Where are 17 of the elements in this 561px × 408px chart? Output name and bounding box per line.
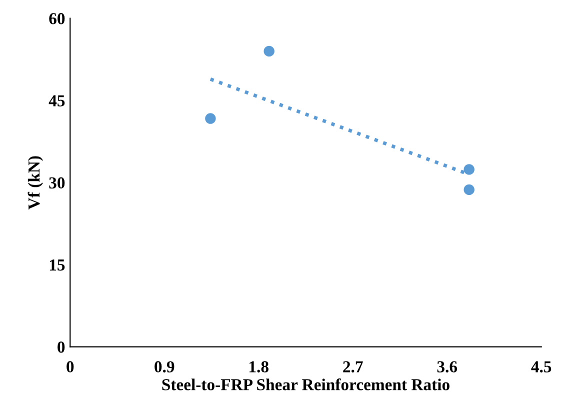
- y-tick-label: 0: [58, 342, 65, 353]
- y-tick-label: 30: [49, 177, 65, 189]
- y-axis-title: Vf (kN): [28, 156, 44, 210]
- point: [464, 164, 474, 175]
- point: [464, 184, 474, 196]
- point: [264, 46, 274, 57]
- y-tick-label: 60: [49, 13, 65, 24]
- x-tick-label: 2.7: [343, 361, 363, 372]
- x-axis-title: Steel-to-FRP Shear Reinforcement Ratio: [162, 378, 450, 390]
- y-tick-label: 15: [50, 259, 65, 271]
- point: [205, 113, 216, 124]
- y-tick-label: 45: [48, 95, 65, 106]
- x-tick-label: 0.9: [154, 361, 174, 372]
- x-tick-label: 4.5: [531, 361, 552, 372]
- x-tick-label: 1.8: [250, 361, 268, 372]
- x-tick-label: 3.6: [437, 361, 458, 372]
- x-tick-label: 0: [66, 361, 74, 372]
